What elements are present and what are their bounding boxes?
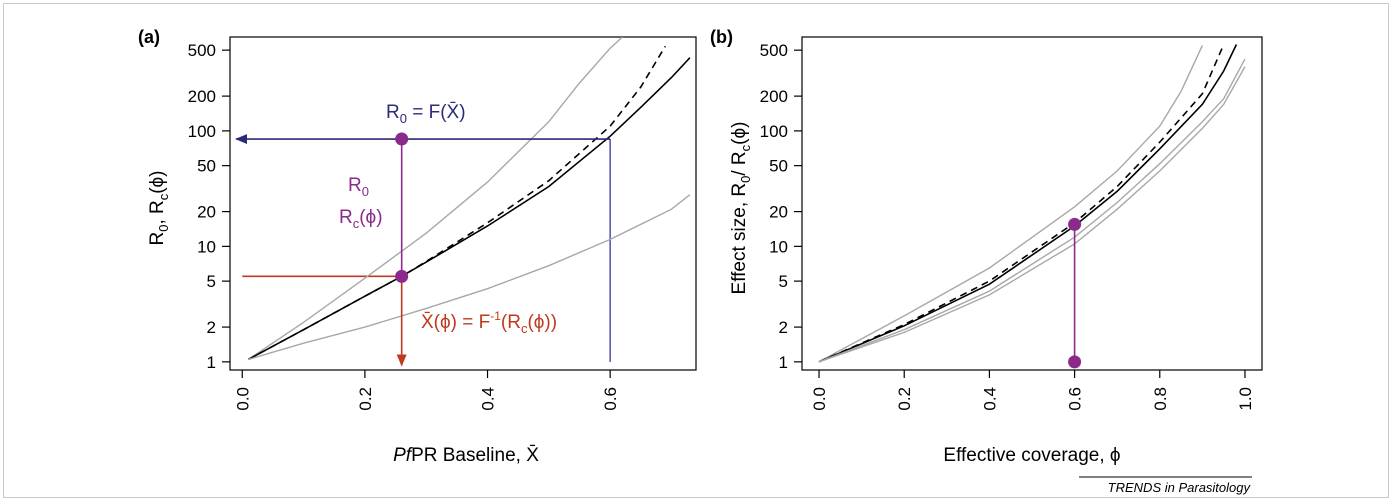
panel-a-y-tick-label: 500	[188, 41, 216, 60]
panel-a-x-tick-label: 0.4	[479, 387, 498, 411]
panel-a-annotation-rc: Rc(ϕ)	[339, 207, 383, 231]
panel-a-plot-box	[229, 36, 697, 371]
panel-a-y-tick-label: 20	[197, 203, 216, 222]
panel-a-y-tick-label: 10	[197, 237, 216, 256]
panel-a-x-axis-title-rest: PR Baseline, X̄	[411, 445, 539, 466]
panel-a-point-top	[395, 132, 409, 146]
panel-a-series-gray-0	[248, 37, 623, 360]
panel-b-series-gray-4	[818, 66, 1246, 363]
panel-b-x-tick-label: 1.0	[1236, 387, 1255, 411]
panel-a-x-axis-title: PfPR Baseline, X̄	[393, 445, 539, 466]
panel-b-x-tick-label: 0.6	[1066, 387, 1085, 411]
panel-a-x-axis-title-italic: Pf	[393, 445, 413, 466]
panel-a-y-tick-label: 50	[197, 157, 216, 176]
panel-a-series-gray-3	[248, 194, 691, 361]
panel-a-annotation-r0: R0	[348, 175, 369, 199]
figure-frame	[3, 3, 1389, 498]
panel-b-series-gray-0	[818, 45, 1204, 363]
panel-b-x-tick-label: 0.4	[980, 387, 999, 411]
panel-a-x-tick-label: 0.6	[601, 387, 620, 411]
panel-b-label: (b)	[710, 27, 733, 47]
journal-credit: TRENDS in Parasitology	[1108, 480, 1252, 495]
panel-a-y-tick-label: 200	[188, 87, 216, 106]
panel-b-point-bottom	[1068, 355, 1082, 369]
panel-b-y-tick-label: 50	[769, 157, 788, 176]
panel-b-series-gray-3	[818, 58, 1246, 363]
panel-a-series-dashed-2	[248, 45, 666, 361]
panel-b-series-solid-2	[818, 44, 1238, 363]
panel-a-point-bottom	[395, 269, 409, 283]
panel-b-plot-area	[818, 44, 1246, 363]
panel-a-y-tick-label: 1	[207, 353, 216, 372]
panel-b-point-top	[1068, 217, 1082, 231]
panel-a-y-tick-label: 100	[188, 122, 216, 141]
panel-b-y-tick-label: 500	[760, 41, 788, 60]
panel-a-label: (a)	[138, 27, 160, 47]
panel-a-annotation-f: R0 = F(X̄)	[386, 102, 466, 126]
panel-a-y-axis-title: R0, Rc(ϕ)	[147, 170, 171, 245]
panel-b-y-tick-label: 2	[779, 318, 788, 337]
panel-b-y-tick-label: 100	[760, 122, 788, 141]
panel-b-y-tick-label: 200	[760, 87, 788, 106]
panel-a-x-tick-label: 0.0	[233, 387, 252, 411]
panel-b-y-axis-title: Effect size, R0/ Rc(ϕ)	[729, 122, 753, 295]
panel-a-y-tick-label: 5	[207, 272, 216, 291]
panel-a-plot: 1 2 5 10 20 50 100 200 500 0.0 0.2 0.4 0.6	[188, 36, 697, 411]
panel-b-plot: 1 2 5 10 20 50 100 200 500 0.0 0.2 0.4 0.6 0.8 1.0	[760, 36, 1263, 411]
panel-a-y-tick-label: 2	[207, 318, 216, 337]
panel-a-annotation-inverse: X̄(ϕ) = F-1(Rc(ϕ))	[421, 309, 557, 336]
panel-a-plot-area	[242, 37, 691, 362]
panel-b-x-axis-title: Effective coverage, ϕ	[943, 445, 1120, 466]
panel-a-x-tick-label: 0.2	[356, 387, 375, 411]
panel-b-y-tick-label: 10	[769, 237, 788, 256]
panel-b-x-tick-label: 0.2	[895, 387, 914, 411]
panel-b-series-dashed-1	[818, 44, 1225, 363]
panel-b-y-tick-label: 1	[779, 353, 788, 372]
panel-b-y-tick-label: 20	[769, 203, 788, 222]
panel-b-x-tick-label: 0.8	[1151, 387, 1170, 411]
panel-b-x-tick-label: 0.0	[810, 387, 829, 411]
panel-b-y-tick-label: 5	[779, 272, 788, 291]
panel-b-plot-box	[801, 36, 1263, 371]
